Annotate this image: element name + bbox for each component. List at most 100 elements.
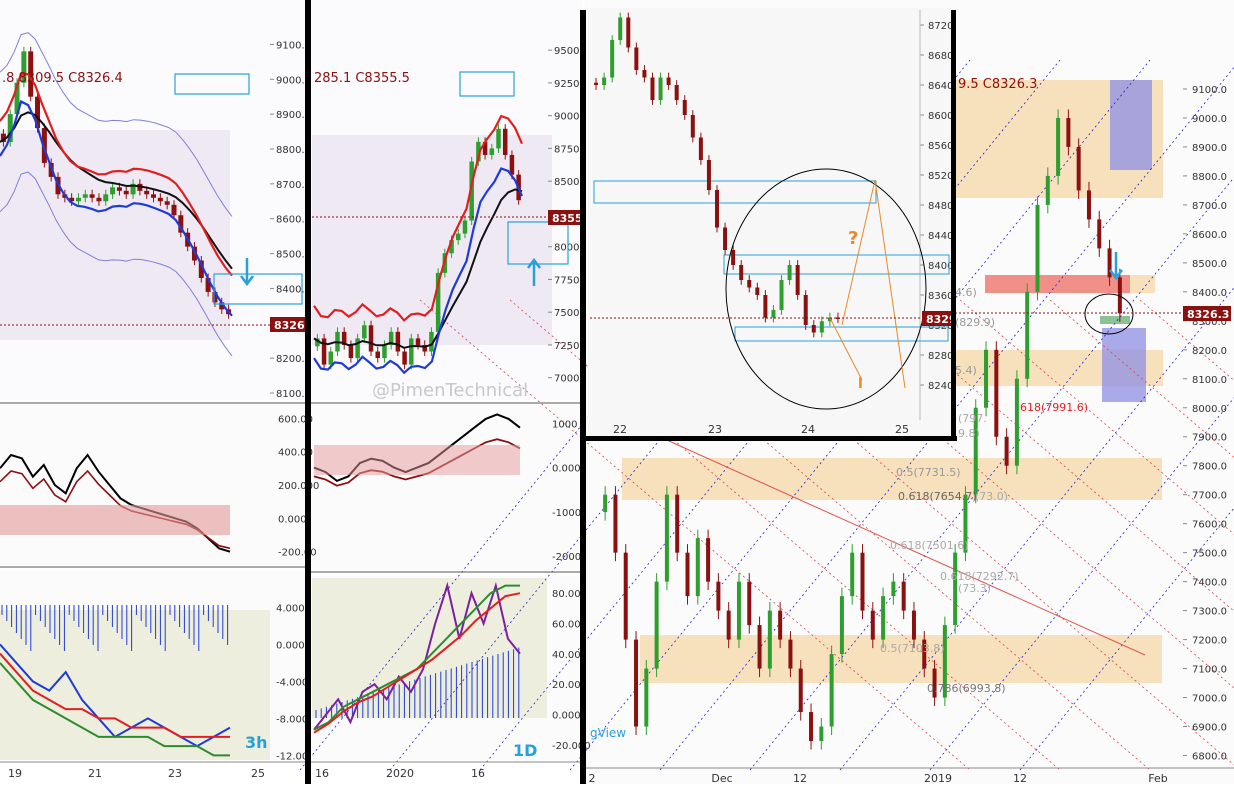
candle-1d <box>429 331 434 352</box>
y-tick-label: 7000.0 <box>1192 694 1227 705</box>
y-tick-label: 8560 <box>928 141 953 152</box>
candle-1d <box>415 338 421 345</box>
panel-3h-macd-chart: 600.00 400.00 200.000 0.000 -200.00 <box>0 414 319 559</box>
y-tick-label: 8800.0 <box>276 145 311 156</box>
candle-big <box>839 596 844 655</box>
panel-3h-macd-bg <box>0 405 310 565</box>
zoom-blue-box-1 <box>593 180 877 204</box>
y-tick-label: 8240 <box>928 381 953 392</box>
panel-3h-lower-shade <box>0 610 270 760</box>
y-tick-label: 8900.0 <box>276 110 311 121</box>
y-tick-label: 7700.0 <box>1192 491 1227 502</box>
candle-1d <box>362 325 367 339</box>
candle-3h <box>7 114 13 143</box>
candle-3h <box>151 194 157 198</box>
candle-1d <box>388 331 394 345</box>
channel-line-red <box>959 299 1234 535</box>
y-tick-label: 8700.0 <box>1192 201 1227 212</box>
macd-1d-hist <box>314 445 520 475</box>
candle-3h <box>103 194 109 202</box>
x-tick-label: 12 <box>793 772 807 784</box>
candle-big <box>1086 190 1091 220</box>
y-tick-label: 8440 <box>928 231 953 242</box>
candle-1d <box>328 351 334 365</box>
candle-big <box>819 726 824 742</box>
candle-big <box>1045 175 1050 205</box>
candle-zoom <box>642 70 647 78</box>
zoom-candles <box>594 12 840 338</box>
panel-3h-ohlc: .8 8309.5 C8326.4 <box>2 71 123 86</box>
channel-line-red <box>869 299 1234 612</box>
y-tick-label: 7500.0 <box>1192 549 1227 560</box>
y-tick-label: 8500.0 <box>276 250 311 261</box>
divider-vertical-left <box>305 0 311 784</box>
candle-big <box>891 581 896 597</box>
candle-3h <box>205 277 211 292</box>
watermark-big: gView <box>590 726 626 740</box>
y-tick-label: 40.00 <box>552 650 581 661</box>
candle-zoom <box>602 77 607 85</box>
big-panel-candles <box>603 109 1122 750</box>
y-tick-label: 8700.0 <box>276 180 311 191</box>
zoom-blue-box-2 <box>723 254 950 275</box>
y-tick-label: 8680 <box>928 51 953 62</box>
panel-big-price-tag-bg <box>1183 306 1231 321</box>
candle-1d <box>395 331 401 352</box>
candle-1d <box>348 344 354 359</box>
candle-big <box>1025 291 1030 379</box>
candle-1d <box>355 338 360 359</box>
panel-1d-shaded-area <box>312 135 552 345</box>
y-tick-label: 4.000 <box>276 603 305 614</box>
candle-big <box>778 610 783 640</box>
y-tick-label: 20.00 <box>552 680 581 691</box>
fib-label: 0.618(7501.6) <box>890 539 969 552</box>
zone-orange-4 <box>640 635 1162 683</box>
macd-1d-signal <box>313 438 521 487</box>
timeframe-label-1d: 1D <box>513 741 537 760</box>
panel-zoom-price-tag-bg <box>922 311 954 326</box>
candle-1d <box>402 351 407 365</box>
panel-1d-macd-bg <box>312 405 582 570</box>
zoom-orange-mark: l <box>858 376 863 392</box>
x-tick-label: 25 <box>895 423 909 436</box>
y-tick-label: 0.000 <box>278 514 307 525</box>
y-tick-label: 8400 <box>928 261 953 272</box>
panel-1d-price-tag-bg <box>548 210 582 225</box>
panel-3h-shaded-area <box>0 130 230 340</box>
panel-zoom-price-tag: 8329 <box>926 313 957 326</box>
candle-big <box>623 552 628 640</box>
candle-big <box>1056 117 1061 176</box>
y-tick-label: 8900.0 <box>1192 143 1227 154</box>
y-tick-label: 9000.0 <box>1192 114 1227 125</box>
y-tick-label: 8400.0 <box>276 284 311 295</box>
panel-3h-price-tag-bg <box>270 317 310 332</box>
candle-1d <box>315 338 320 347</box>
y-tick-label: 8720 <box>928 21 953 32</box>
ema-1d-red <box>313 114 524 322</box>
y-tick-label: 8280 <box>928 351 953 362</box>
y-tick-label: 7200.0 <box>1192 636 1227 647</box>
watermark-1d: @PimenTechnical <box>372 380 528 401</box>
candle-zoom <box>650 77 655 100</box>
candle-3h <box>28 51 34 97</box>
candle-big <box>1066 117 1071 147</box>
candle-1d <box>482 141 488 155</box>
candle-big <box>757 625 762 669</box>
y-tick-label: 7800.0 <box>1192 462 1227 473</box>
ma-3h-black <box>0 111 233 270</box>
candle-3h <box>130 183 136 195</box>
fib-label: (797. <box>958 412 987 425</box>
candle-big <box>829 654 834 727</box>
y-tick-label: 7400.0 <box>1192 578 1227 589</box>
candle-3h <box>14 82 20 115</box>
candle-1d <box>382 344 387 359</box>
y-tick-label: 7900.0 <box>1192 433 1227 444</box>
y-tick-label: 8600.0 <box>1192 230 1227 241</box>
fib-label: 618(7991.6) <box>1020 401 1088 414</box>
candle-big <box>613 494 618 553</box>
candle-zoom <box>666 77 671 85</box>
channel-line-red <box>419 299 971 771</box>
y-tick-label: 7100.0 <box>1192 665 1227 676</box>
candle-big <box>922 639 927 669</box>
